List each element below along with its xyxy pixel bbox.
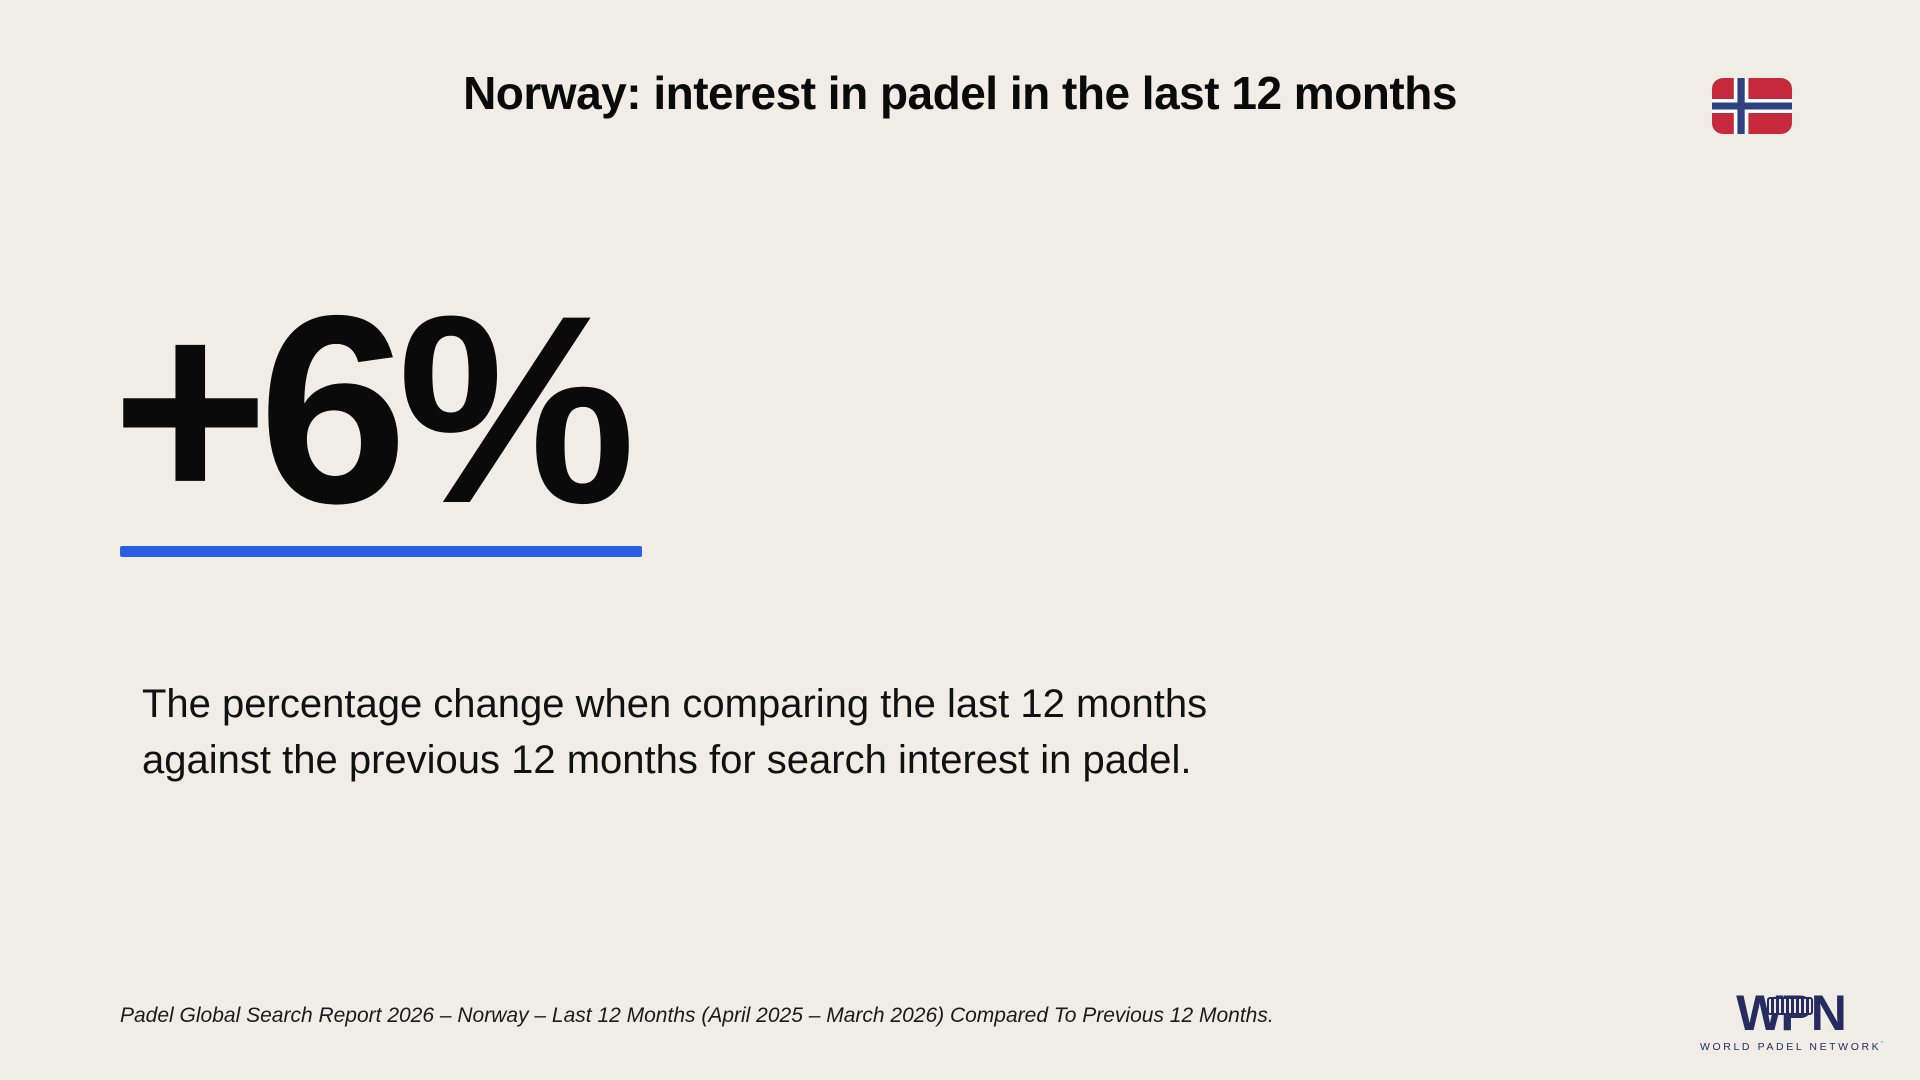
- description-line-2: against the previous 12 months for searc…: [142, 738, 1192, 782]
- stat-value: +6%: [112, 259, 636, 559]
- slide-title: Norway: interest in padel in the last 12…: [463, 67, 1457, 119]
- wpn-trademark-mark: ': [1881, 1041, 1886, 1048]
- norway-flag-icon: [1712, 78, 1792, 134]
- stat-underline: [120, 546, 642, 557]
- padel-racket-grid-icon: [1767, 997, 1813, 1015]
- description-line-1: The percentage change when comparing the…: [142, 682, 1208, 726]
- wpn-logo: WPN WORLD PADEL NETWORK': [1700, 988, 1883, 1053]
- wpn-wordmark: WORLD PADEL NETWORK': [1700, 1041, 1883, 1053]
- source-caption: Padel Global Search Report 2026 – Norway…: [120, 1004, 1274, 1027]
- wpn-wordmark-text: WORLD PADEL NETWORK: [1700, 1041, 1882, 1053]
- stat-description: The percentage change when comparing the…: [142, 676, 1207, 788]
- wpn-logo-mark: WPN: [1736, 988, 1847, 1038]
- flag-cross-navy-horizontal: [1712, 102, 1792, 110]
